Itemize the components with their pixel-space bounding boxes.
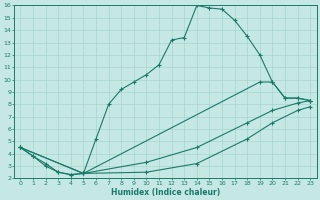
X-axis label: Humidex (Indice chaleur): Humidex (Indice chaleur) (111, 188, 220, 197)
